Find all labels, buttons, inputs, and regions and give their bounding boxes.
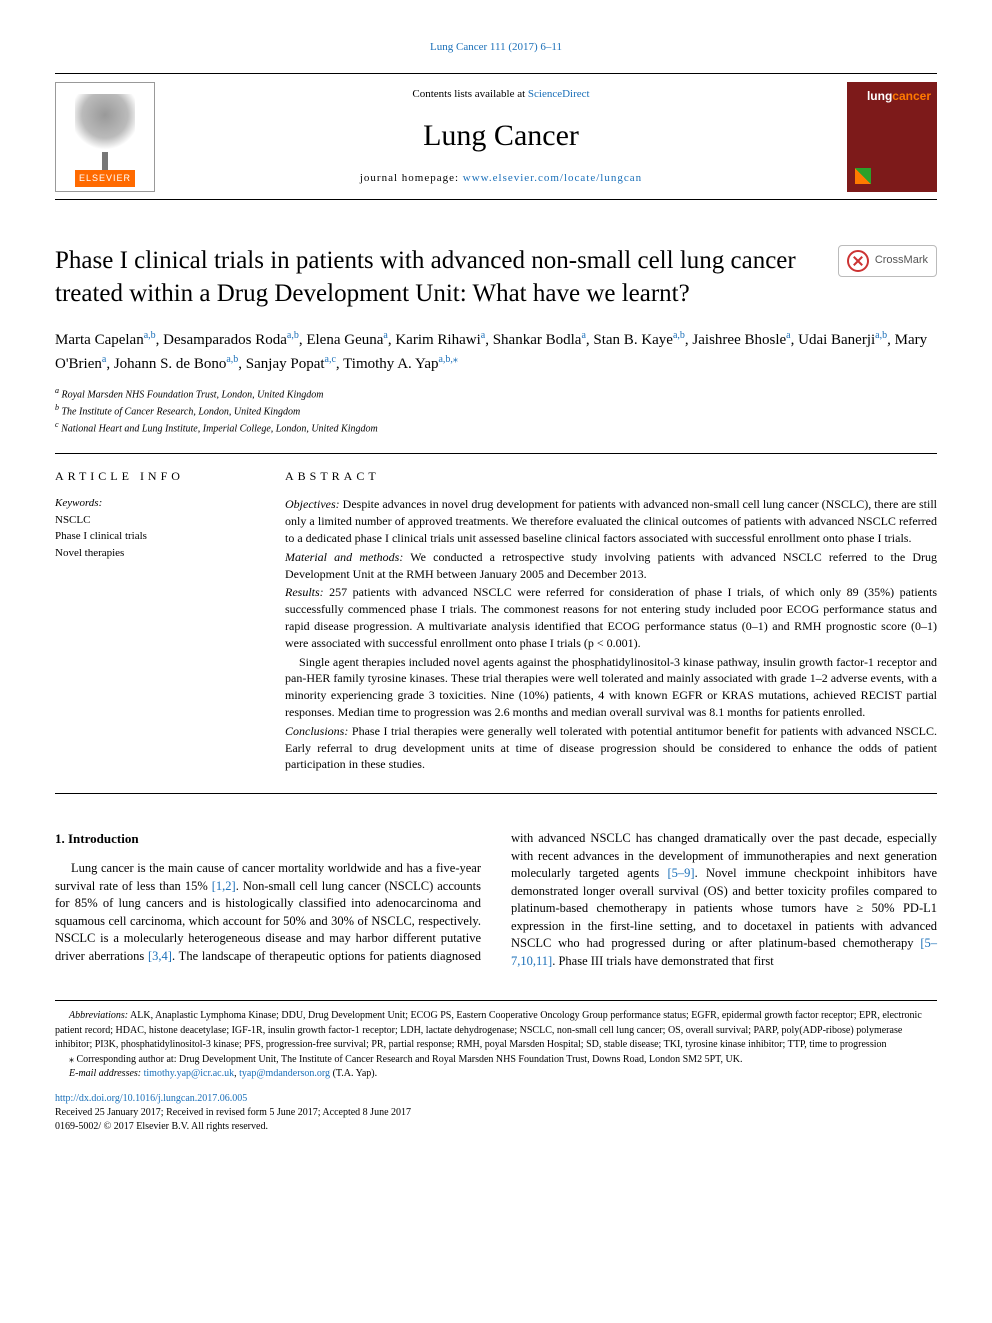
journal-homepage-link[interactable]: www.elsevier.com/locate/lungcan [463,172,642,184]
journal-masthead: ELSEVIER Contents lists available at Sci… [55,73,937,200]
section-heading-introduction: 1. Introduction [55,830,481,848]
affiliation-marker: a [55,386,59,395]
abstract-results: Results: 257 patients with advanced NSCL… [285,584,937,651]
publisher-logo-box: ELSEVIER [55,82,155,192]
keyword: Novel therapies [55,545,255,562]
email-label: E-mail addresses: [69,1068,141,1079]
ref-link-3-4[interactable]: [3,4] [148,949,172,963]
abstract-heading: ABSTRACT [285,468,937,485]
abstract-objectives: Objectives: Despite advances in novel dr… [285,496,937,546]
doi-block: http://dx.doi.org/10.1016/j.lungcan.2017… [55,1092,937,1134]
keyword: NSCLC [55,512,255,529]
contents-available-line: Contents lists available at ScienceDirec… [155,87,847,102]
journal-title: Lung Cancer [155,115,847,157]
body-text: 1. Introduction Lung cancer is the main … [55,830,937,970]
email-author: (T.A. Yap). [330,1068,377,1079]
keywords-list: NSCLCPhase I clinical trialsNovel therap… [55,512,255,562]
journal-cover-thumbnail: lungcancer [847,82,937,192]
ref-link-5-9[interactable]: [5–9] [668,866,695,880]
affiliation-marker: c [55,420,59,429]
crossmark-icon [847,250,869,272]
author-affiliation-marker: a [383,330,387,341]
crossmark-badge[interactable]: CrossMark [838,245,937,277]
author: Timothy A. Yap [343,356,438,372]
abbreviations-footnote: Abbreviations: ALK, Anaplastic Lymphoma … [55,1009,937,1053]
abstract-column: ABSTRACT Objectives: Despite advances in… [285,468,937,776]
cover-brand-left: lung [867,89,892,103]
email-footnote: E-mail addresses: timothy.yap@icr.ac.uk,… [55,1067,937,1082]
author-affiliation-marker: a,b [226,354,238,365]
article-title: Phase I clinical trials in patients with… [55,245,818,310]
results-label: Results: [285,585,324,599]
author-affiliation-marker: a,b [287,330,299,341]
affiliation: c National Heart and Lung Institute, Imp… [55,419,937,436]
elsevier-tree-icon [75,94,135,164]
author: Karim Rihawi [395,332,480,348]
keywords-label: Keywords: [55,496,255,511]
corresponding-author-footnote: ⁎ Corresponding author at: Drug Developm… [55,1053,937,1068]
objectives-text: Despite advances in novel drug developme… [285,497,937,545]
abstract-conclusions: Conclusions: Phase I trial therapies wer… [285,723,937,773]
affiliation-marker: b [55,403,59,412]
cover-brand: lungcancer [867,88,931,105]
author-affiliation-marker: a,b [875,330,887,341]
author: Marta Capelan [55,332,144,348]
article-info-column: ARTICLE INFO Keywords: NSCLCPhase I clin… [55,468,255,776]
ref-link-1-2[interactable]: [1,2] [212,879,236,893]
affiliation: a Royal Marsden NHS Foundation Trust, Lo… [55,385,937,402]
conclusions-text: Phase I trial therapies were generally w… [285,724,937,772]
objectives-label: Objectives: [285,497,340,511]
methods-label: Material and methods: [285,550,403,564]
article-info-heading: ARTICLE INFO [55,468,255,485]
author: Stan B. Kaye [593,332,673,348]
author: Sanjay Popat [246,356,325,372]
author: Johann S. de Bono [114,356,227,372]
crossmark-label: CrossMark [875,253,928,268]
intro-text-1e: . Phase III trials have demonstrated tha… [552,954,773,968]
abbreviations-text: ALK, Anaplastic Lymphoma Kinase; DDU, Dr… [55,1010,922,1050]
journal-homepage-line: journal homepage: www.elsevier.com/locat… [155,171,847,186]
intro-paragraph: Lung cancer is the main cause of cancer … [55,830,937,970]
author-affiliation-marker: a [102,354,106,365]
cover-brand-right: cancer [892,89,931,103]
homepage-prefix: journal homepage: [360,172,463,184]
corresponding-text: Corresponding author at: Drug Developmen… [74,1054,742,1065]
sciencedirect-link[interactable]: ScienceDirect [528,88,590,100]
author: Desamparados Roda [163,332,287,348]
conclusions-label: Conclusions: [285,724,348,738]
author: Shankar Bodla [493,332,582,348]
email-link-2[interactable]: tyap@mdanderson.org [239,1068,330,1079]
footnotes-block: Abbreviations: ALK, Anaplastic Lymphoma … [55,1000,937,1134]
contents-prefix: Contents lists available at [412,88,527,100]
email-link-1[interactable]: timothy.yap@icr.ac.uk [144,1068,234,1079]
running-head: Lung Cancer 111 (2017) 6–11 [55,40,937,55]
author-affiliation-marker: a [581,330,585,341]
abstract-methods: Material and methods: We conducted a ret… [285,549,937,583]
copyright-line: 0169-5002/ © 2017 Elsevier B.V. All righ… [55,1120,937,1134]
keyword: Phase I clinical trials [55,528,255,545]
abbreviations-label: Abbreviations: [69,1010,128,1021]
author-affiliation-marker: a,b [673,330,685,341]
results-text: 257 patients with advanced NSCLC were re… [285,585,937,649]
author: Jaishree Bhosle [692,332,786,348]
received-line: Received 25 January 2017; Received in re… [55,1106,937,1120]
author-affiliation-marker: a [481,330,485,341]
publisher-label: ELSEVIER [75,170,135,187]
cover-corner-icon [855,168,871,184]
author-list: Marta Capelana,b, Desamparados Rodaa,b, … [55,328,937,377]
author-affiliation-marker: a,b [144,330,156,341]
author-affiliation-marker: a,b,⁎ [438,354,457,365]
affiliation: b The Institute of Cancer Research, Lond… [55,402,937,419]
author: Elena Geuna [306,332,383,348]
affiliation-list: a Royal Marsden NHS Foundation Trust, Lo… [55,385,937,437]
doi-link[interactable]: http://dx.doi.org/10.1016/j.lungcan.2017… [55,1093,247,1104]
author-affiliation-marker: a [786,330,790,341]
abstract-results-p2: Single agent therapies included novel ag… [285,654,937,721]
author: Udai Banerji [798,332,875,348]
author-affiliation-marker: a,c [325,354,336,365]
